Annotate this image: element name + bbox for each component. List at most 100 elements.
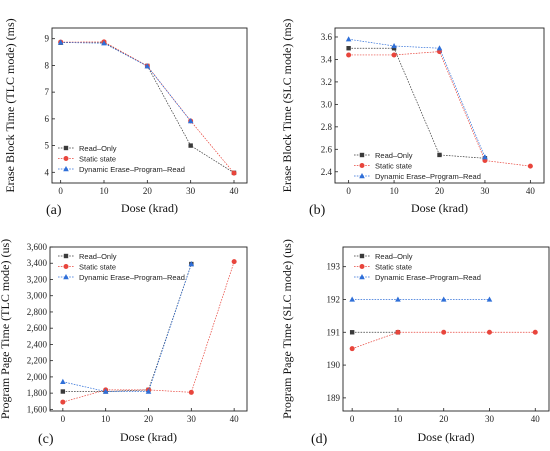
plot-frame bbox=[51, 27, 248, 184]
y-tick-label: 2.4 bbox=[321, 167, 333, 177]
y-tick-label: 193 bbox=[327, 262, 341, 272]
x-tick-label: 20 bbox=[435, 186, 445, 196]
series-line bbox=[62, 263, 192, 392]
y-axis-label: Program Page Time (SLC mode) (us) bbox=[280, 239, 294, 419]
legend-entry: Static state bbox=[375, 161, 412, 170]
panel-label: (a) bbox=[46, 203, 62, 218]
x-axis-label: Dose (krad) bbox=[121, 201, 178, 215]
data-point bbox=[437, 152, 442, 158]
y-tick-label: 3.4 bbox=[321, 54, 333, 64]
x-tick-label: 30 bbox=[187, 414, 197, 424]
data-point bbox=[482, 154, 488, 160]
data-point bbox=[532, 329, 538, 335]
y-tick-label: 2.8 bbox=[321, 122, 333, 132]
data-point bbox=[440, 296, 447, 302]
y-tick-label: 3.6 bbox=[321, 32, 333, 42]
data-point bbox=[188, 261, 195, 267]
legend-marker bbox=[63, 274, 69, 280]
legend-marker bbox=[359, 173, 365, 179]
y-tick-label: 3,400 bbox=[27, 258, 48, 268]
series-line bbox=[348, 38, 486, 158]
series-line bbox=[62, 261, 235, 403]
plot-frame bbox=[342, 246, 550, 412]
y-tick-label: 6 bbox=[45, 114, 50, 124]
x-tick-label: 40 bbox=[230, 186, 240, 196]
data-point bbox=[188, 143, 193, 148]
data-point bbox=[349, 296, 355, 302]
data-point bbox=[486, 329, 492, 335]
data-point bbox=[231, 170, 237, 176]
y-axis-label: Erase Block Time (TLC mode) (ms) bbox=[3, 18, 17, 192]
legend-entry: Dynamic Erase–Program–Read bbox=[375, 273, 481, 282]
y-tick-label: 189 bbox=[327, 393, 341, 403]
y-tick-label: 9 bbox=[45, 34, 50, 44]
series-line bbox=[352, 331, 536, 350]
series-line bbox=[62, 263, 192, 392]
x-tick-label: 30 bbox=[186, 186, 196, 196]
y-tick-label: 3.2 bbox=[321, 77, 332, 87]
data-point bbox=[188, 389, 194, 395]
y-tick-label: 1,800 bbox=[27, 388, 48, 398]
data-point bbox=[60, 399, 66, 405]
y-tick-label: 3.0 bbox=[321, 99, 333, 109]
x-axis-label: Dose (krad) bbox=[411, 201, 468, 215]
data-point bbox=[527, 163, 533, 169]
x-tick-label: 0 bbox=[350, 414, 355, 424]
legend-marker bbox=[359, 152, 365, 158]
data-point bbox=[436, 45, 443, 51]
data-point bbox=[60, 378, 66, 384]
data-point bbox=[391, 46, 397, 51]
legend-entry: Static state bbox=[79, 154, 116, 163]
y-axis-label: Erase Block Time (SLC mode) (ms) bbox=[280, 19, 294, 193]
x-axis-label: Dose (krad) bbox=[120, 430, 177, 444]
x-axis-label: Dose (krad) bbox=[418, 430, 475, 444]
panel-d-program-slc: 0 10 20 30 40 189 190 191 192 193 Dose (krad) Progr… bbox=[280, 239, 550, 447]
y-tick-label: 190 bbox=[327, 360, 341, 370]
y-tick-label: 2,400 bbox=[27, 339, 48, 349]
y-tick-label: 191 bbox=[327, 327, 341, 337]
data-point bbox=[60, 389, 66, 394]
data-point bbox=[231, 259, 237, 265]
x-tick-label: 30 bbox=[485, 414, 495, 424]
x-tick-label: 0 bbox=[58, 186, 63, 196]
series-line bbox=[348, 47, 485, 159]
y-tick-label: 5 bbox=[45, 141, 50, 151]
data-point bbox=[349, 346, 355, 352]
data-point bbox=[346, 46, 351, 51]
legend-entry: Read–Only bbox=[375, 151, 413, 160]
y-tick-label: 7 bbox=[45, 87, 50, 97]
legend-entry: Dynamic Erase–Program–Read bbox=[375, 172, 481, 181]
legend-marker bbox=[359, 163, 365, 168]
data-point bbox=[346, 52, 352, 58]
x-tick-label: 10 bbox=[393, 414, 403, 424]
y-tick-label: 8 bbox=[45, 60, 50, 70]
data-point bbox=[145, 388, 152, 394]
y-tick-label: 192 bbox=[327, 294, 341, 304]
y-tick-label: 1,600 bbox=[27, 404, 48, 414]
data-point bbox=[102, 388, 109, 394]
data-point bbox=[144, 63, 151, 69]
legend-marker bbox=[63, 264, 69, 269]
x-tick-label: 20 bbox=[144, 414, 154, 424]
y-tick-label: 3,200 bbox=[27, 274, 48, 284]
y-tick-label: 3,000 bbox=[27, 291, 48, 301]
y-tick-label: 2,000 bbox=[27, 372, 48, 382]
legend-marker bbox=[359, 264, 365, 269]
panel-b-erase-slc: 0 10 20 30 40 2.4 2.6 2.8 3.0 3.2 3.4 3.6 Dose (krad… bbox=[280, 19, 545, 218]
data-point bbox=[345, 36, 352, 42]
data-point bbox=[395, 329, 401, 335]
data-point bbox=[349, 330, 355, 335]
panel-c-program-tlc: 0 10 20 30 40 1,600 1,800 2,000 2,200 2,400 2,600 2… bbox=[0, 239, 248, 447]
data-point bbox=[101, 40, 107, 46]
plot-frame bbox=[49, 246, 248, 412]
y-axis-label: Program Page Time (TLC mode) (us) bbox=[0, 239, 12, 419]
x-tick-label: 20 bbox=[143, 186, 153, 196]
y-tick-label: 2.6 bbox=[321, 144, 333, 154]
data-point bbox=[391, 52, 397, 58]
x-tick-label: 10 bbox=[390, 186, 400, 196]
y-tick-label: 2,200 bbox=[27, 356, 48, 366]
legend-entry: Static state bbox=[79, 262, 116, 271]
data-point bbox=[486, 296, 493, 302]
x-tick-label: 30 bbox=[480, 186, 490, 196]
